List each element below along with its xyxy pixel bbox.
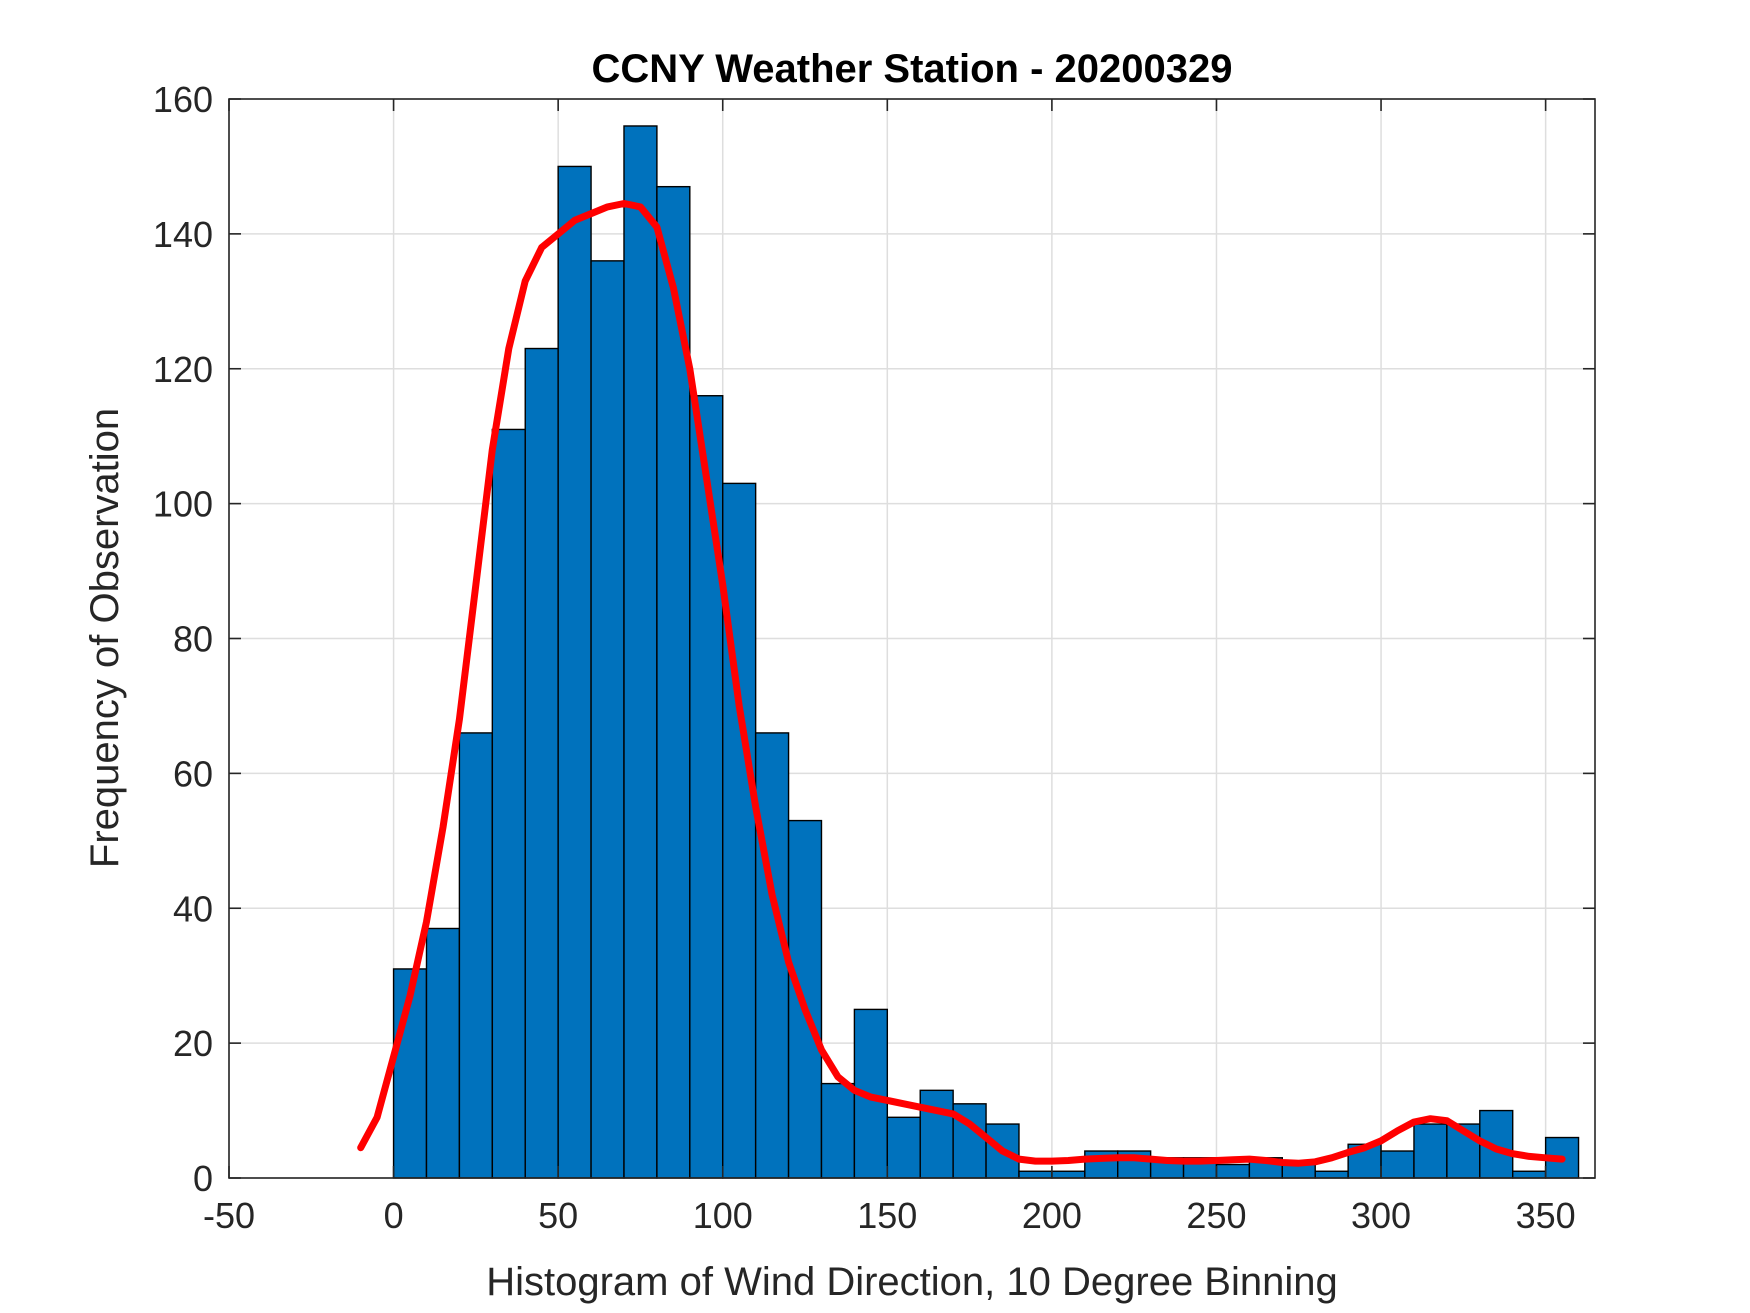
histogram-bar — [820, 1082, 856, 1179]
x-tick-label: -50 — [203, 1195, 255, 1236]
histogram-bar — [557, 165, 592, 1179]
histogram-bar — [689, 395, 724, 1179]
histogram-bar — [1512, 1170, 1547, 1179]
x-tick-label: 100 — [693, 1195, 753, 1236]
x-tick-label: 50 — [538, 1195, 578, 1236]
histogram-bar — [458, 732, 494, 1179]
axis-ticks — [228, 98, 1595, 1179]
x-axis-title: Histogram of Wind Direction, 10 Degree B… — [486, 1260, 1338, 1304]
y-tick-label: 60 — [173, 753, 213, 794]
x-tick-label: 150 — [857, 1195, 917, 1236]
y-tick-label: 100 — [153, 484, 213, 525]
histogram-bar — [1314, 1170, 1349, 1179]
x-tick-labels: -50 0 50 100 150 200 250 300 350 — [203, 1195, 1576, 1236]
histogram-bar — [491, 428, 526, 1179]
fit-curve-line — [357, 200, 1566, 1167]
histogram-bar — [623, 125, 658, 1179]
y-tick-label: 40 — [173, 888, 213, 929]
y-axis-title: Frequency of Observation — [83, 408, 127, 868]
histogram-bar — [886, 1116, 921, 1179]
x-tick-label: 200 — [1022, 1195, 1082, 1236]
x-tick-label: 300 — [1351, 1195, 1411, 1236]
y-tick-label: 20 — [173, 1023, 213, 1064]
x-tick-label: 250 — [1186, 1195, 1246, 1236]
histogram-bar — [1051, 1170, 1086, 1179]
histogram-bar — [919, 1089, 954, 1179]
histogram-bar — [590, 260, 625, 1179]
histogram-bar — [1380, 1150, 1415, 1179]
histogram-bar — [754, 732, 790, 1179]
chart-title: CCNY Weather Station - 20200329 — [592, 47, 1233, 91]
histogram-bar — [1215, 1163, 1251, 1179]
y-tick-label: 0 — [193, 1158, 213, 1199]
histogram-bar — [425, 927, 461, 1179]
y-tick-label: 140 — [153, 214, 213, 255]
histogram-bar — [1413, 1123, 1448, 1179]
x-tick-label: 350 — [1516, 1195, 1576, 1236]
histogram-bar — [524, 347, 559, 1179]
x-tick-label: 0 — [384, 1195, 404, 1236]
y-tick-labels: 0 20 40 60 80 100 120 140 160 — [153, 79, 213, 1199]
histogram-bar — [1018, 1170, 1053, 1179]
y-tick-label: 160 — [153, 79, 213, 120]
histogram-bar — [722, 482, 757, 1179]
y-tick-label: 120 — [153, 349, 213, 390]
y-tick-label: 80 — [173, 619, 213, 660]
